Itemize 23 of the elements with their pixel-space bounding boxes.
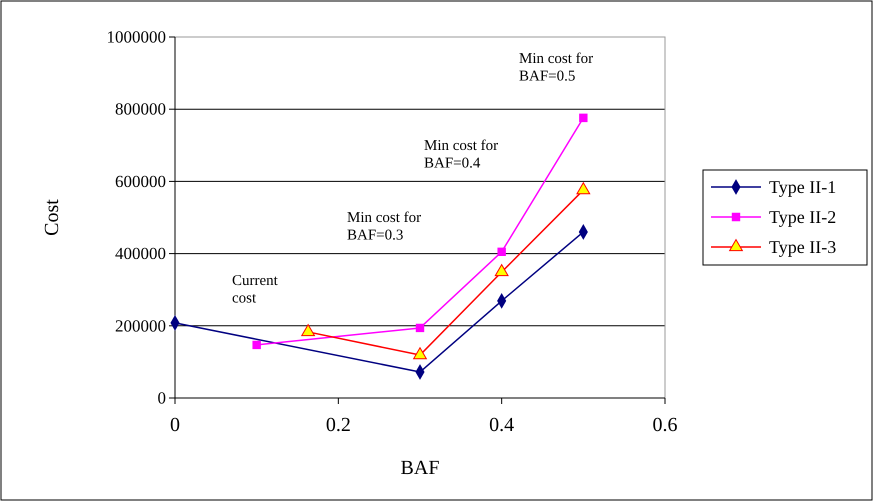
point <box>579 114 588 122</box>
annotation: Current cost <box>232 273 279 306</box>
y-tick-label: 1000000 <box>106 27 166 46</box>
legend-label: Type II-2 <box>769 207 836 227</box>
point <box>252 340 261 350</box>
y-tick-label: 0 <box>158 388 166 408</box>
x-tick-label: 0.2 <box>326 414 351 436</box>
y-tick-label: 600000 <box>115 172 166 191</box>
legend-label: Type II-3 <box>769 237 836 257</box>
point <box>497 248 506 256</box>
x-tick-label: 0.6 <box>652 414 678 436</box>
annotation: Min cost for BAF=0.5 <box>519 51 594 84</box>
y-axis-title: Cost <box>41 198 63 236</box>
x-tick-label: 0.4 <box>489 414 514 436</box>
x-axis-title: BAF <box>400 457 440 479</box>
point <box>416 324 424 332</box>
y-tick-label: 800000 <box>115 100 166 119</box>
annotation: Min cost for BAF=0.4 <box>424 138 498 172</box>
y-tick-label: 400000 <box>115 244 166 264</box>
legend-label: Type II-1 <box>769 177 836 197</box>
annotation: Min cost for BAF=0.3 <box>347 210 422 244</box>
x-tick-label: 0 <box>170 414 180 436</box>
y-tick-label: 200000 <box>115 316 166 336</box>
